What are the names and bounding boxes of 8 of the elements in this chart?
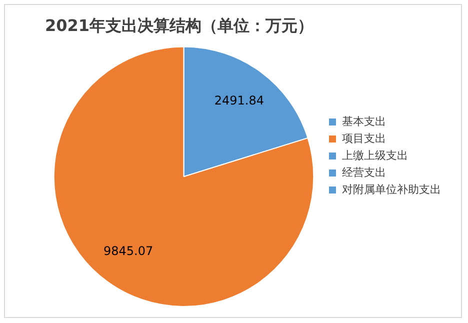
data-label: 2491.84: [214, 93, 264, 108]
legend-label: 上缴上级支出: [342, 148, 408, 162]
legend-label: 对附属单位补助支出: [342, 182, 441, 196]
legend-label: 经营支出: [342, 166, 386, 179]
legend-label: 基本支出: [342, 114, 386, 128]
data-label: 9845.07: [103, 244, 154, 258]
legend-label: 项目支出: [342, 132, 386, 145]
chart-title: 2021年支出决算结构（单位：万元）: [45, 16, 314, 35]
